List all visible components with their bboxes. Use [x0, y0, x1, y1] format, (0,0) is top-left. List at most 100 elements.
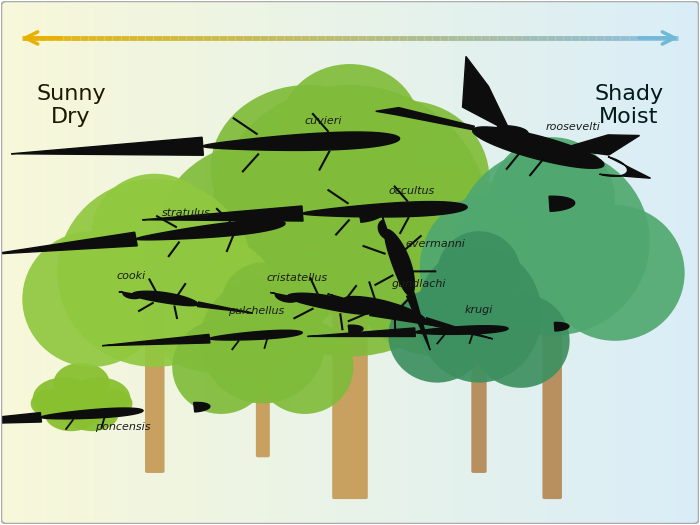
Bar	[420, 2, 426, 523]
Bar	[332, 2, 338, 523]
Ellipse shape	[438, 231, 521, 314]
Bar	[304, 2, 309, 523]
Polygon shape	[132, 291, 198, 306]
Bar	[536, 2, 542, 523]
Ellipse shape	[545, 205, 685, 341]
Polygon shape	[358, 208, 382, 222]
Ellipse shape	[211, 85, 489, 356]
Bar	[664, 2, 670, 523]
Bar	[438, 2, 443, 523]
Bar	[246, 2, 251, 523]
Polygon shape	[11, 137, 204, 155]
Ellipse shape	[92, 174, 218, 289]
Bar	[239, 2, 246, 523]
Ellipse shape	[86, 389, 132, 418]
Bar	[146, 2, 153, 523]
Text: cuvieri: cuvieri	[304, 116, 342, 125]
Polygon shape	[385, 229, 414, 296]
Bar	[443, 2, 449, 523]
Bar	[280, 2, 286, 523]
Bar	[211, 2, 216, 523]
Bar	[519, 2, 524, 523]
Bar	[7, 2, 13, 523]
Bar	[130, 2, 135, 523]
Polygon shape	[0, 413, 41, 425]
FancyBboxPatch shape	[471, 287, 486, 473]
Bar	[164, 2, 170, 523]
Bar	[356, 2, 362, 523]
Ellipse shape	[416, 247, 542, 383]
Bar	[350, 2, 356, 523]
Ellipse shape	[66, 397, 118, 431]
Text: poncensis: poncensis	[95, 422, 151, 432]
Text: pulchellus: pulchellus	[228, 306, 284, 316]
Bar	[612, 2, 617, 523]
Ellipse shape	[389, 289, 486, 383]
Bar	[153, 2, 158, 523]
Ellipse shape	[68, 377, 130, 419]
Ellipse shape	[172, 320, 270, 414]
Bar	[681, 2, 687, 523]
Bar	[542, 2, 547, 523]
Bar	[315, 2, 321, 523]
Bar	[559, 2, 565, 523]
Bar	[652, 2, 658, 523]
Bar	[228, 2, 234, 523]
Ellipse shape	[22, 231, 162, 367]
Ellipse shape	[57, 179, 253, 367]
Bar	[431, 2, 438, 523]
Bar	[670, 2, 676, 523]
FancyBboxPatch shape	[332, 172, 368, 499]
Ellipse shape	[200, 278, 326, 404]
Polygon shape	[41, 408, 143, 419]
Bar	[385, 2, 391, 523]
FancyBboxPatch shape	[542, 209, 562, 499]
Polygon shape	[348, 325, 363, 334]
Bar	[414, 2, 420, 523]
Bar	[530, 2, 536, 523]
Text: krugi: krugi	[465, 304, 493, 314]
Bar	[13, 2, 19, 523]
Bar	[36, 2, 42, 523]
Bar	[635, 2, 640, 523]
Polygon shape	[554, 322, 569, 331]
Bar	[402, 2, 408, 523]
Bar	[19, 2, 24, 523]
Polygon shape	[288, 293, 371, 314]
Bar	[391, 2, 396, 523]
Bar	[54, 2, 60, 523]
Ellipse shape	[420, 195, 559, 341]
Bar	[88, 2, 95, 523]
Bar	[565, 2, 570, 523]
Bar	[327, 2, 332, 523]
Ellipse shape	[33, 377, 95, 419]
FancyBboxPatch shape	[256, 308, 270, 457]
Bar	[507, 2, 512, 523]
Polygon shape	[194, 403, 210, 412]
Bar	[71, 2, 77, 523]
Bar	[554, 2, 559, 523]
Bar	[30, 2, 36, 523]
Bar	[646, 2, 652, 523]
Bar	[222, 2, 228, 523]
Bar	[426, 2, 431, 523]
Ellipse shape	[322, 101, 489, 257]
Ellipse shape	[454, 148, 650, 335]
Bar	[461, 2, 466, 523]
Polygon shape	[0, 232, 137, 254]
Bar	[582, 2, 588, 523]
Polygon shape	[197, 302, 253, 313]
Polygon shape	[102, 334, 210, 345]
Ellipse shape	[280, 64, 420, 190]
Polygon shape	[463, 57, 517, 141]
Polygon shape	[328, 294, 356, 305]
Text: evermanni: evermanni	[406, 239, 466, 249]
Polygon shape	[370, 310, 440, 327]
Bar	[199, 2, 204, 523]
Bar	[269, 2, 274, 523]
Bar	[170, 2, 176, 523]
Bar	[274, 2, 280, 523]
Bar	[1, 2, 7, 523]
Bar	[216, 2, 222, 523]
Bar	[257, 2, 262, 523]
